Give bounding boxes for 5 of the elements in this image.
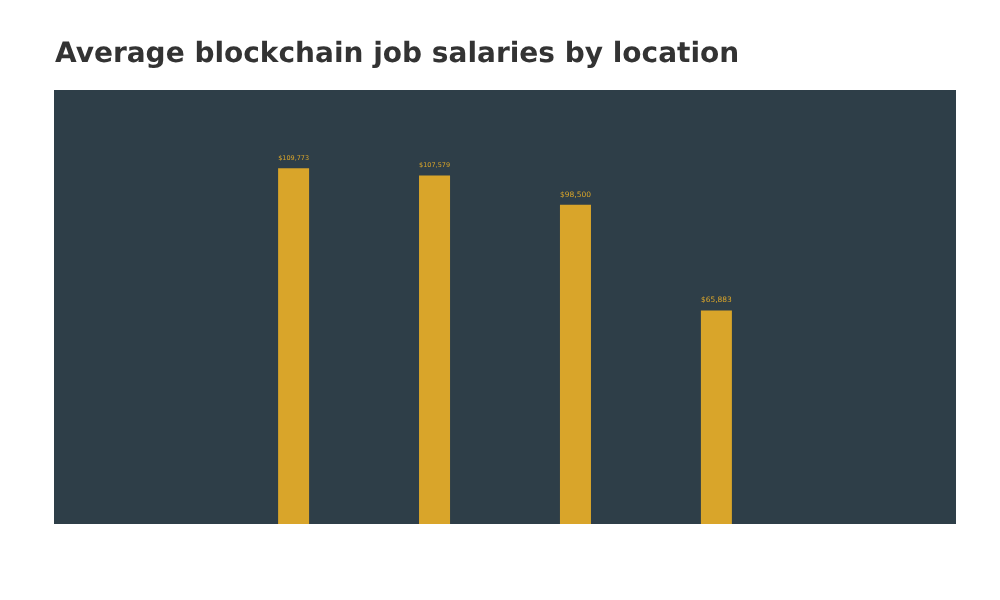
bar bbox=[559, 204, 591, 524]
bar bbox=[700, 310, 732, 524]
chart-title: Average blockchain job salaries by location bbox=[55, 37, 740, 70]
bar bbox=[419, 175, 451, 524]
bar bbox=[278, 168, 310, 524]
